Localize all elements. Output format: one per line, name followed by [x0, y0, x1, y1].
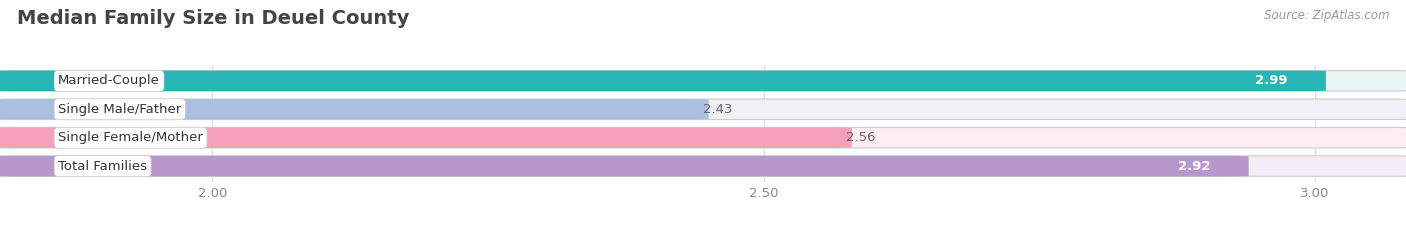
Text: Single Male/Father: Single Male/Father: [58, 103, 181, 116]
FancyBboxPatch shape: [0, 71, 1406, 91]
FancyBboxPatch shape: [0, 99, 709, 120]
FancyBboxPatch shape: [0, 99, 1406, 120]
FancyBboxPatch shape: [0, 156, 1249, 176]
Text: Source: ZipAtlas.com: Source: ZipAtlas.com: [1264, 9, 1389, 22]
Text: 2.56: 2.56: [846, 131, 876, 144]
FancyBboxPatch shape: [0, 127, 1406, 148]
FancyBboxPatch shape: [0, 156, 1406, 176]
Text: Median Family Size in Deuel County: Median Family Size in Deuel County: [17, 9, 409, 28]
Text: 2.92: 2.92: [1178, 160, 1211, 173]
FancyBboxPatch shape: [0, 127, 852, 148]
Text: 2.43: 2.43: [703, 103, 733, 116]
Text: Married-Couple: Married-Couple: [58, 74, 160, 87]
FancyBboxPatch shape: [0, 71, 1326, 91]
Text: Single Female/Mother: Single Female/Mother: [58, 131, 202, 144]
Text: Total Families: Total Families: [58, 160, 148, 173]
Text: 2.99: 2.99: [1254, 74, 1288, 87]
